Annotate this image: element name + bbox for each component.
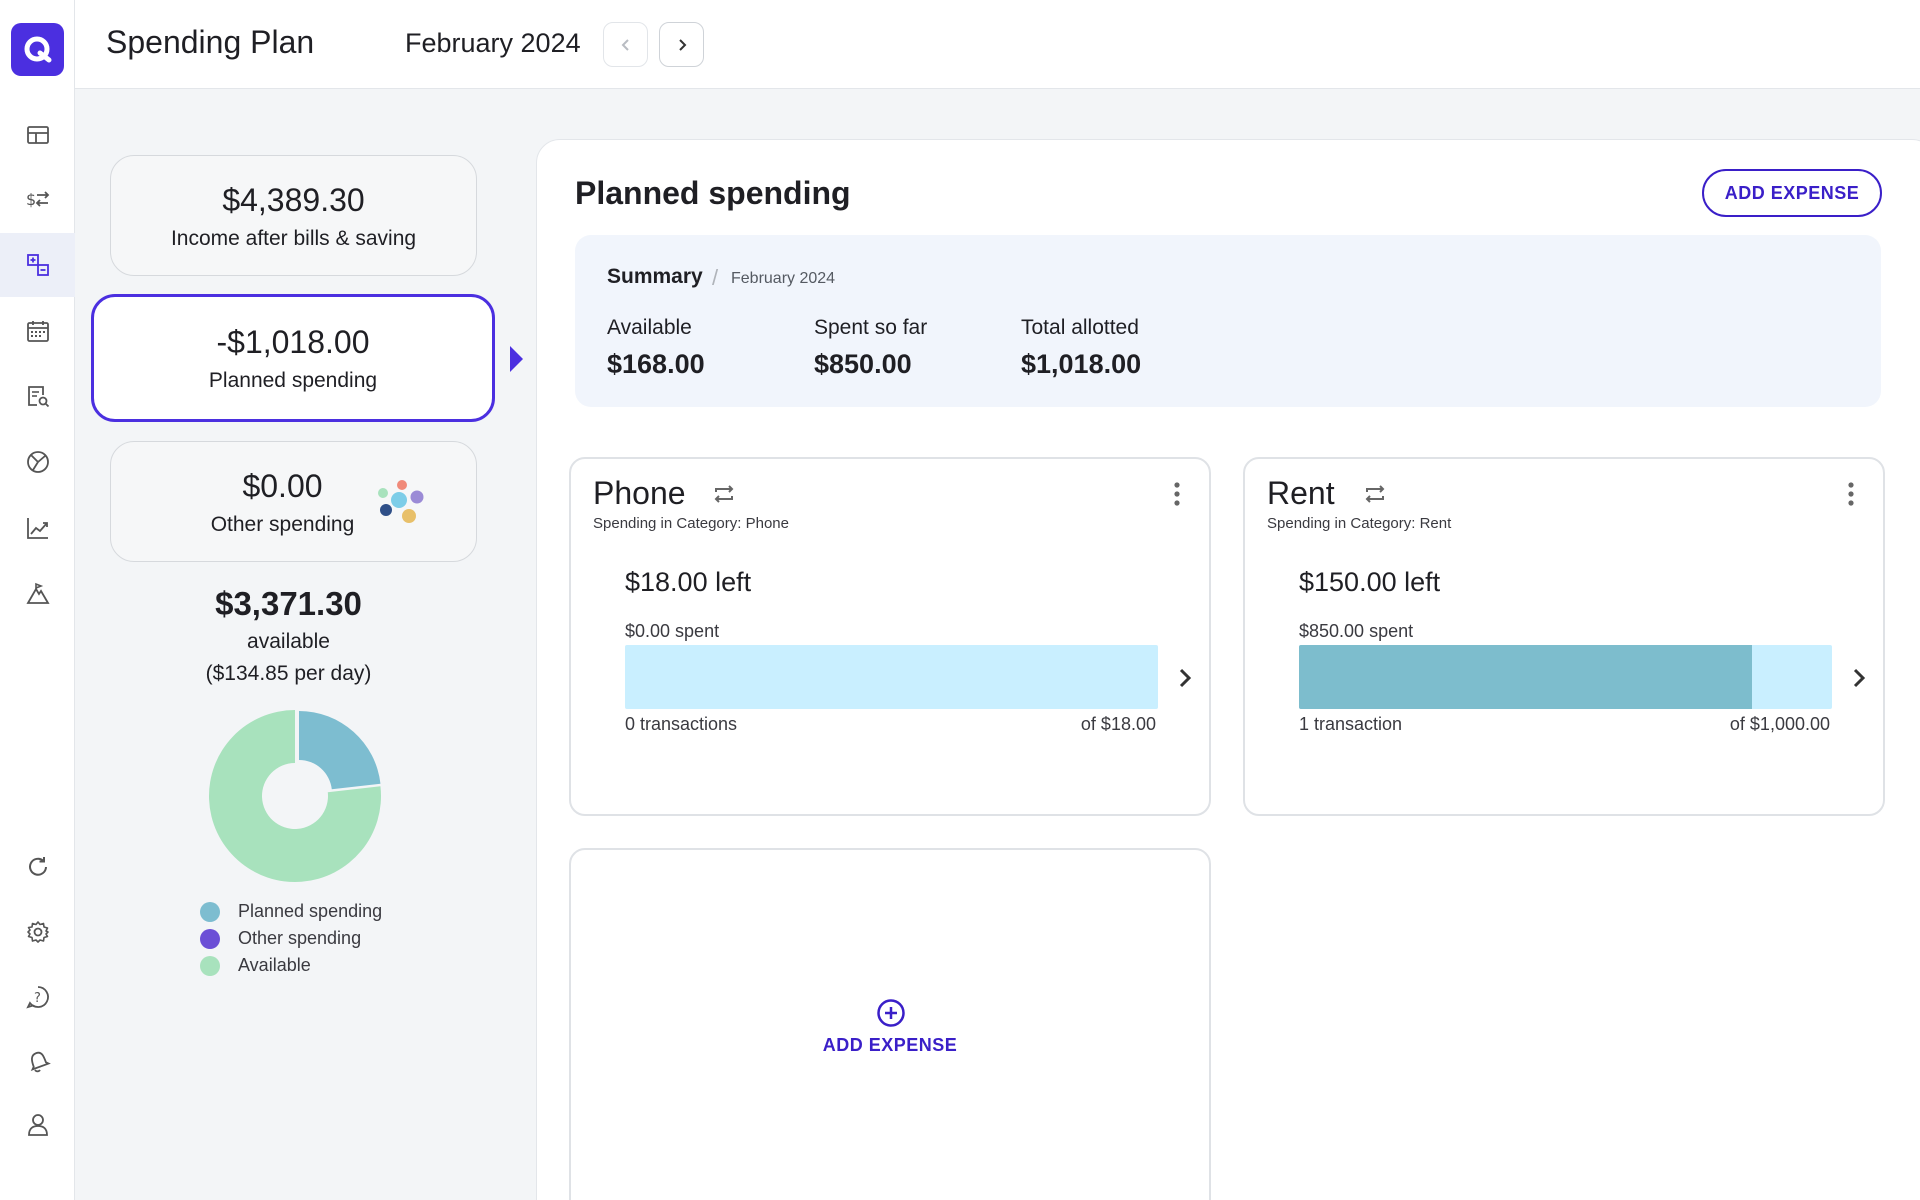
expense-total: of $1,000.00 xyxy=(1729,714,1830,734)
trends-icon[interactable] xyxy=(0,496,75,560)
expense-progress-bar xyxy=(625,645,1158,709)
notifications-icon[interactable] xyxy=(0,1029,75,1093)
expense-total: of $18.00 xyxy=(1080,714,1156,734)
chevron-right-icon[interactable] xyxy=(1175,666,1195,690)
legend-item-planned: Planned spending xyxy=(200,898,382,925)
quicken-logo-icon[interactable] xyxy=(11,23,64,76)
dashboard-icon[interactable] xyxy=(0,103,75,167)
colored-dots-icon xyxy=(378,480,424,523)
summary-title: Summary xyxy=(607,265,703,288)
legend-dot xyxy=(200,955,220,976)
summary-box xyxy=(575,235,1881,407)
planned-label: Planned spending xyxy=(208,369,378,392)
add-expense-button[interactable]: ADD EXPENSE xyxy=(1702,169,1882,217)
page-title: Spending Plan xyxy=(106,24,315,60)
chevron-right-icon[interactable] xyxy=(1849,666,1869,690)
other-label: Other spending xyxy=(210,513,355,536)
calendar-icon[interactable] xyxy=(0,299,75,363)
available-label: available xyxy=(247,630,330,653)
expense-left: $18.00 left xyxy=(625,567,752,597)
selection-arrow-icon xyxy=(510,346,523,372)
stat-spent-label: Spent so far xyxy=(814,316,928,339)
investments-icon[interactable] xyxy=(0,430,75,494)
chevron-left-icon xyxy=(621,38,629,51)
legend-dot xyxy=(200,901,220,922)
stat-available-value: $168.00 xyxy=(607,349,705,379)
help-icon[interactable]: ? xyxy=(0,965,75,1029)
expense-card-phone[interactable]: Phone Spending in Category: Phone $18.00… xyxy=(569,457,1211,816)
expense-transactions[interactable]: 0 transactions xyxy=(625,714,738,734)
refresh-icon[interactable] xyxy=(0,835,75,899)
settings-icon[interactable] xyxy=(0,900,75,964)
expense-left: $150.00 left xyxy=(1299,567,1441,597)
spending-plan-icon[interactable] xyxy=(0,233,75,297)
summary-separator: / xyxy=(712,265,719,290)
expense-card-rent[interactable]: Rent Spending in Category: Rent $150.00 … xyxy=(1243,457,1885,816)
stat-available-label: Available xyxy=(607,316,692,339)
summary-month: February 2024 xyxy=(731,270,836,287)
planned-spending-card[interactable]: -$1,018.00 Planned spending xyxy=(91,294,495,422)
panel-title: Planned spending xyxy=(575,175,851,211)
profile-icon[interactable] xyxy=(0,1093,75,1157)
income-label: Income after bills & saving xyxy=(170,227,417,250)
goals-icon[interactable] xyxy=(0,562,75,626)
legend-item-available: Available xyxy=(200,952,382,979)
expense-progress-fill xyxy=(1299,645,1753,709)
previous-month-button[interactable] xyxy=(603,22,648,67)
donut-slice-available xyxy=(209,710,381,882)
stat-spent-value: $850.00 xyxy=(814,349,912,379)
legend-item-other: Other spending xyxy=(200,925,382,952)
add-circle-icon xyxy=(877,999,905,1027)
add-expense-card-label: ADD EXPENSE xyxy=(822,1035,958,1055)
transactions-icon[interactable]: $ xyxy=(0,167,75,231)
stat-allotted-value: $1,018.00 xyxy=(1021,349,1142,379)
repeat-icon xyxy=(1365,485,1385,503)
expense-spent: $0.00 spent xyxy=(625,621,720,641)
planned-amount: -$1,018.00 xyxy=(216,324,370,360)
more-options-icon[interactable] xyxy=(1847,481,1855,507)
donut-slice-planned-spending xyxy=(299,711,381,790)
income-card[interactable]: $4,389.30 Income after bills & saving xyxy=(110,155,477,276)
chart-legend: Planned spending Other spending Availabl… xyxy=(200,898,382,979)
legend-dot xyxy=(200,928,220,949)
more-options-icon[interactable] xyxy=(1173,481,1181,507)
other-spending-card[interactable]: $0.00 Other spending xyxy=(110,441,477,562)
available-per-day: ($134.85 per day) xyxy=(205,662,372,685)
expense-spent: $850.00 spent xyxy=(1299,621,1414,641)
legend-label: Planned spending xyxy=(238,901,383,921)
expense-name: Rent xyxy=(1267,475,1335,511)
chevron-right-icon xyxy=(678,38,686,51)
expense-subtitle: Spending in Category: Rent xyxy=(1267,515,1452,532)
spending-donut-chart xyxy=(209,710,381,882)
repeat-icon xyxy=(714,485,734,503)
other-amount: $0.00 xyxy=(242,468,323,504)
expense-subtitle: Spending in Category: Phone xyxy=(593,515,789,532)
expense-progress-bar xyxy=(1299,645,1832,709)
month-label: February 2024 xyxy=(405,28,581,58)
stat-allotted-label: Total allotted xyxy=(1021,316,1139,339)
income-amount: $4,389.30 xyxy=(222,182,365,218)
sidebar: $ ? xyxy=(0,0,75,1200)
svg-text:$: $ xyxy=(26,190,36,209)
expense-transactions[interactable]: 1 transaction xyxy=(1299,714,1403,734)
next-month-button[interactable] xyxy=(659,22,704,67)
add-expense-card[interactable]: ADD EXPENSE xyxy=(569,848,1211,1200)
svg-text:?: ? xyxy=(34,991,41,1006)
reports-icon[interactable] xyxy=(0,364,75,428)
header: Spending Plan February 2024 xyxy=(75,0,1920,89)
expense-name: Phone xyxy=(593,475,686,511)
legend-label: Available xyxy=(238,955,311,975)
available-amount: $3,371.30 xyxy=(215,585,362,622)
legend-label: Other spending xyxy=(238,928,362,948)
